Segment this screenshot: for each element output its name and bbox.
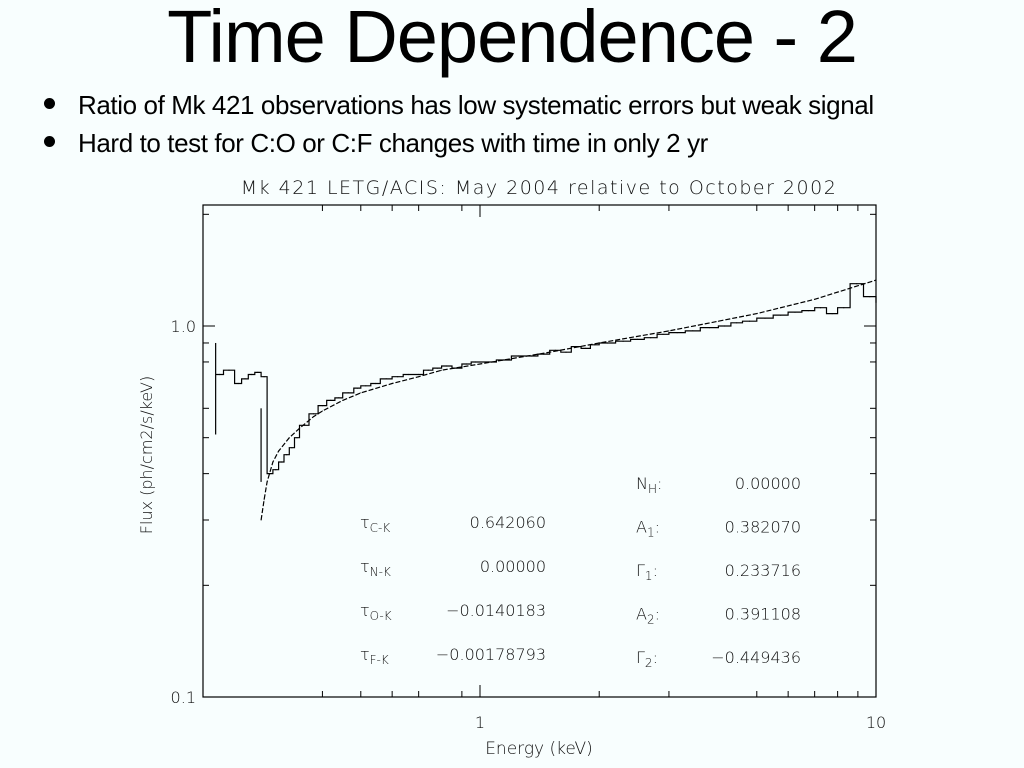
- param-symbol: τ: [360, 601, 370, 620]
- param-value: 0.00000: [735, 474, 801, 493]
- data-histogram-line: [215, 283, 877, 475]
- param-value: −0.449436: [711, 648, 801, 667]
- model-point: [875, 279, 877, 281]
- param-label: τN-K: [360, 557, 391, 579]
- model-point: [441, 369, 443, 371]
- param-subscript: O-K: [370, 609, 392, 623]
- axis-ticks: [203, 205, 877, 698]
- param-value: 0.00000: [480, 557, 546, 576]
- param-symbol: τ: [360, 557, 370, 576]
- param-symbol: τ: [360, 645, 370, 664]
- model-point: [549, 351, 551, 353]
- param-subscript: 1: [645, 569, 653, 583]
- model-point: [313, 416, 315, 418]
- axis-tick-labels: 1 10 0.1 1.0: [171, 317, 887, 732]
- param-value: 0.642060: [470, 513, 546, 532]
- param-colon: :: [653, 648, 658, 667]
- model-point: [263, 499, 265, 501]
- param-colon: :: [657, 474, 662, 493]
- param-symbol: Γ: [636, 561, 645, 580]
- model-point: [299, 427, 300, 429]
- param-colon: :: [653, 561, 658, 580]
- param-value: −0.0140183: [446, 601, 546, 620]
- model-point: [756, 313, 758, 315]
- param-subscript: C-K: [370, 521, 391, 535]
- param-value: 0.391108: [725, 605, 801, 624]
- model-point: [479, 363, 481, 365]
- param-value: 0.382070: [725, 518, 801, 537]
- param-subscript: F-K: [370, 653, 389, 667]
- bullet-list: Ratio of Mk 421 observations has low sys…: [40, 86, 874, 162]
- chart-title: Mk 421 LETG/ACIS: May 2004 relative to O…: [241, 177, 838, 199]
- model-point: [288, 437, 290, 439]
- param-symbol: Γ: [636, 648, 645, 667]
- model-point: [814, 298, 816, 300]
- param-symbol: τ: [360, 513, 370, 532]
- param-label: τO-K: [360, 601, 392, 623]
- param-colon: :: [655, 605, 660, 624]
- param-label: Γ1:: [636, 561, 658, 583]
- model-point: [272, 461, 274, 463]
- param-subscript: 2: [645, 656, 653, 670]
- x-tick-label: 1: [475, 713, 485, 732]
- bullet-dot-icon: [44, 136, 55, 147]
- slide-title: Time Dependence - 2: [167, 0, 858, 78]
- bullet-text: Hard to test for C:O or C:F changes with…: [78, 128, 708, 158]
- model-curve-line: [260, 279, 877, 521]
- param-value: −0.00178793: [436, 645, 546, 664]
- y-tick-label: 0.1: [171, 688, 196, 707]
- param-symbol: A: [636, 518, 647, 537]
- param-label: A2:: [636, 605, 660, 627]
- param-subscript: H: [648, 482, 657, 496]
- model-point: [418, 376, 420, 378]
- param-subscript: 1: [647, 526, 655, 540]
- x-tick-label: 10: [866, 713, 886, 732]
- model-point: [717, 320, 719, 322]
- param-label: A1:: [636, 518, 660, 540]
- param-subscript: N-K: [370, 565, 391, 579]
- param-label: Γ2:: [636, 648, 658, 670]
- param-subscript: 2: [647, 613, 655, 627]
- param-symbol: A: [636, 605, 647, 624]
- bullet-item: Ratio of Mk 421 observations has low sys…: [40, 86, 874, 124]
- model-point: [321, 410, 323, 412]
- model-point: [278, 450, 280, 452]
- x-axis-label: Energy (keV): [485, 739, 593, 759]
- model-point: [266, 481, 268, 483]
- series-group: [215, 279, 877, 521]
- param-label: NH:: [636, 474, 662, 496]
- model-point: [598, 342, 600, 344]
- y-axis-label: Flux (ph/cm2/s/keV): [137, 376, 156, 534]
- param-colon: :: [655, 518, 660, 537]
- bullet-dot-icon: [44, 98, 55, 109]
- param-label: τC-K: [360, 513, 390, 535]
- model-point: [391, 383, 393, 384]
- model-point: [668, 330, 670, 332]
- model-point: [260, 519, 262, 521]
- param-symbol: N: [636, 474, 648, 493]
- model-point: [360, 392, 362, 394]
- param-label: τF-K: [360, 645, 389, 667]
- model-point: [342, 399, 344, 401]
- param-value: 0.233716: [725, 561, 801, 580]
- bullet-item: Hard to test for C:O or C:F changes with…: [40, 124, 874, 162]
- y-tick-label: 1.0: [171, 317, 196, 336]
- bullet-text: Ratio of Mk 421 observations has low sys…: [78, 90, 874, 120]
- plot-frame: [202, 204, 877, 698]
